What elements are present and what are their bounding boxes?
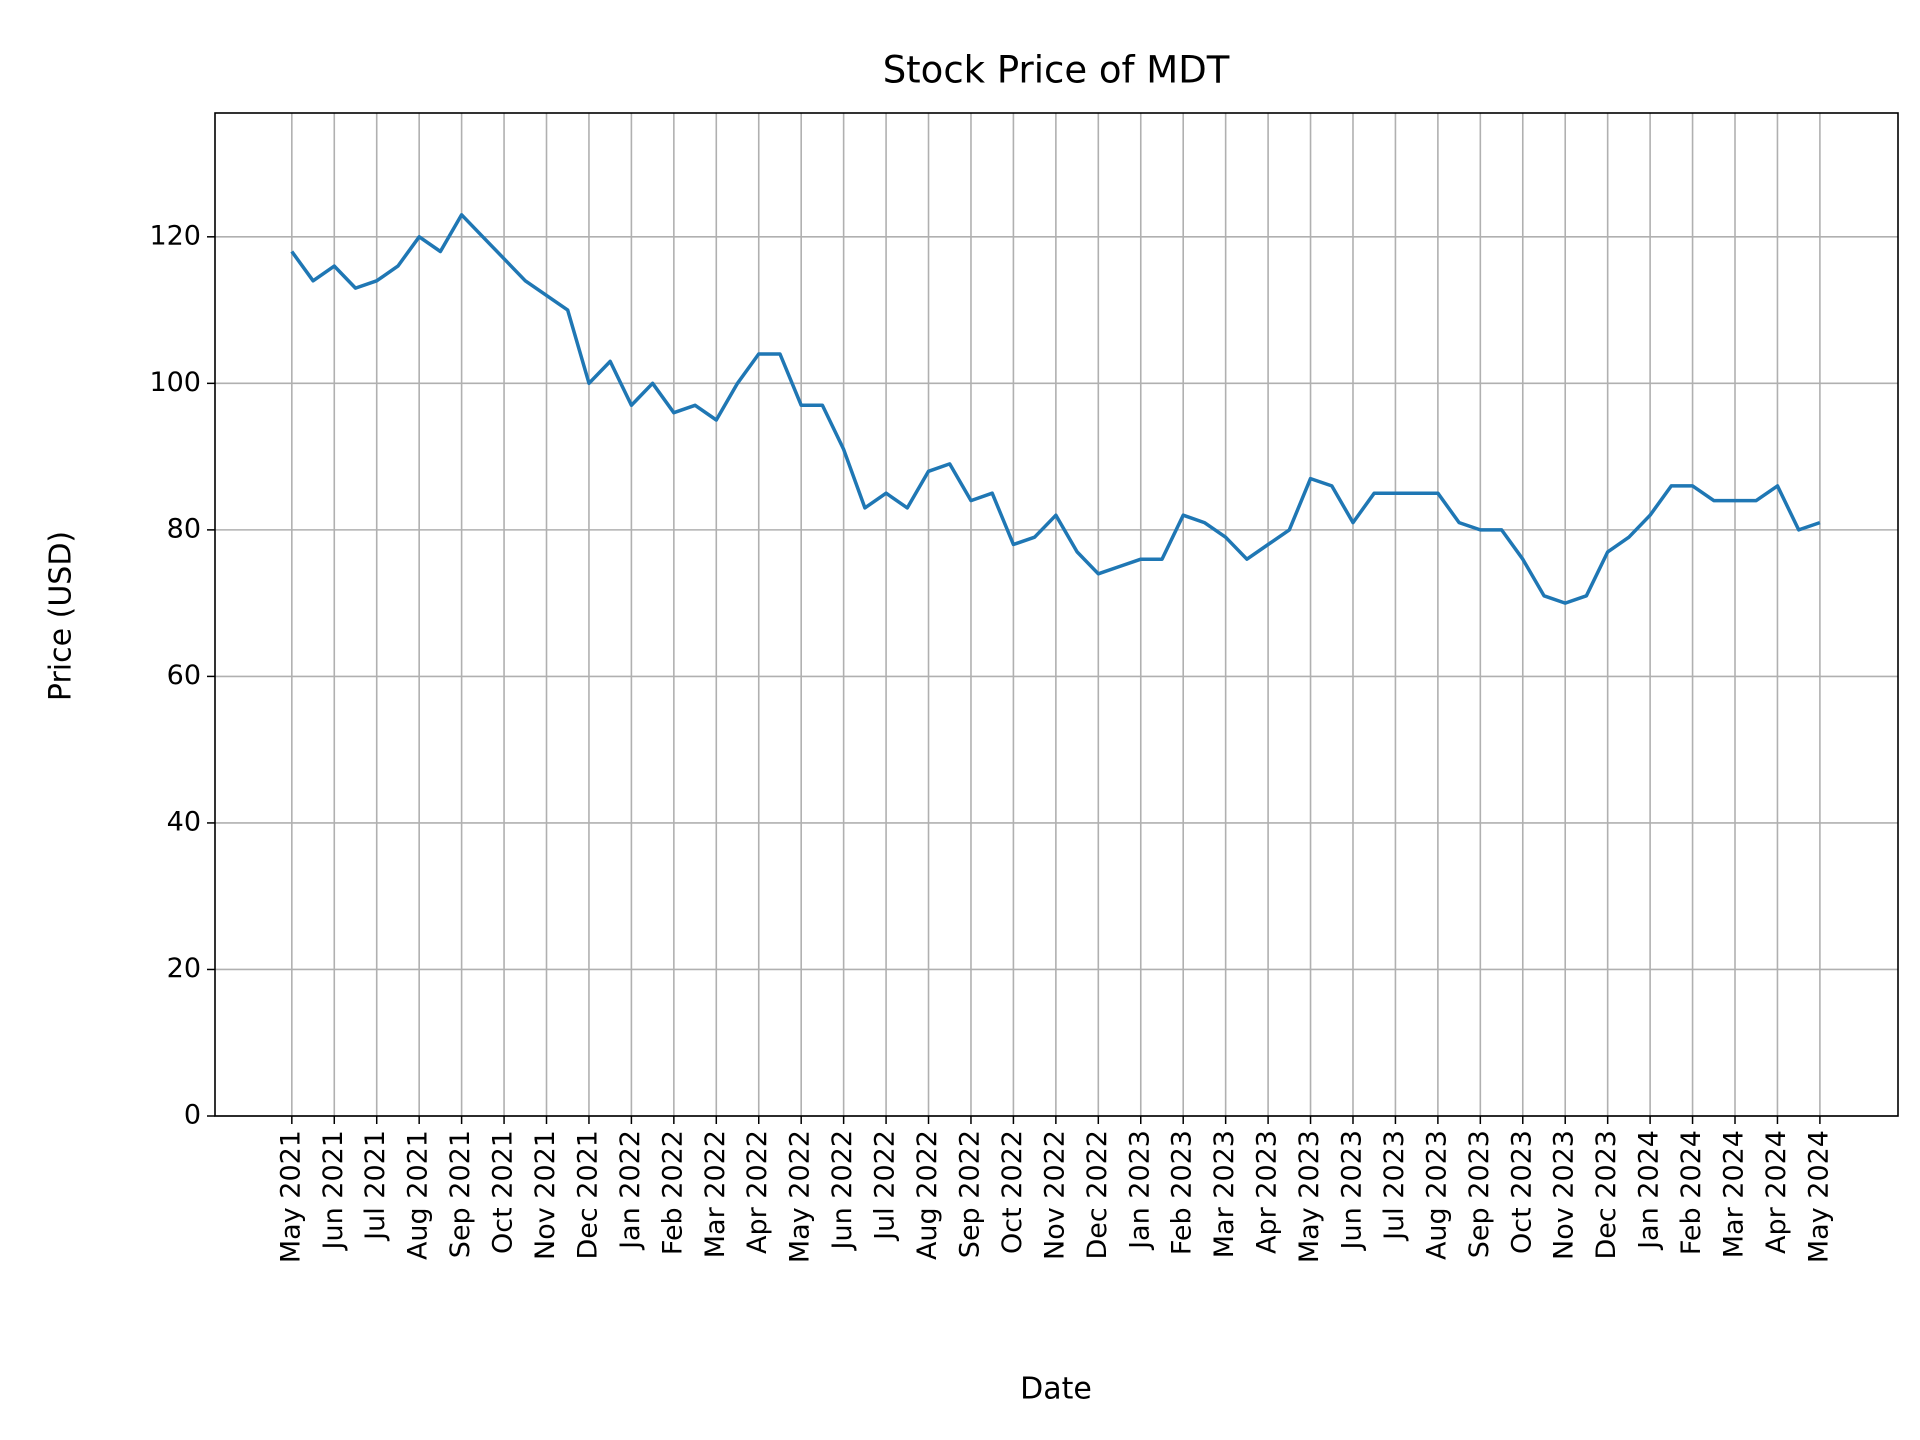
y-tick-label: 100 bbox=[149, 367, 201, 398]
x-tick-label: Sep 2022 bbox=[954, 1130, 985, 1258]
x-tick-label: Jan 2023 bbox=[1124, 1130, 1155, 1251]
x-tick-label: Oct 2022 bbox=[997, 1130, 1028, 1254]
x-tick-label: Dec 2021 bbox=[572, 1130, 603, 1260]
x-tick-label: Feb 2023 bbox=[1167, 1130, 1198, 1255]
y-tick-label: 60 bbox=[167, 660, 201, 691]
y-tick-label: 40 bbox=[167, 806, 201, 837]
x-tick-label: Jun 2022 bbox=[827, 1130, 858, 1251]
x-tick-label: Dec 2023 bbox=[1591, 1130, 1622, 1260]
chart-title: Stock Price of MDT bbox=[883, 49, 1230, 92]
x-tick-label: Nov 2023 bbox=[1549, 1130, 1580, 1260]
x-tick-label: Mar 2024 bbox=[1719, 1130, 1750, 1258]
x-tick-label: Apr 2024 bbox=[1761, 1130, 1792, 1254]
x-tick-label: Jan 2022 bbox=[615, 1130, 646, 1251]
x-tick-label: Jul 2021 bbox=[360, 1130, 391, 1242]
x-tick-label: Aug 2022 bbox=[912, 1130, 943, 1260]
y-axis-label: Price (USD) bbox=[44, 531, 79, 701]
x-tick-label: Nov 2022 bbox=[1039, 1130, 1070, 1260]
x-tick-label: Oct 2023 bbox=[1506, 1130, 1537, 1254]
x-tick-label: Apr 2022 bbox=[742, 1130, 773, 1254]
x-tick-label: Sep 2021 bbox=[445, 1130, 476, 1258]
x-tick-label: Jan 2024 bbox=[1634, 1130, 1665, 1251]
plot-frame bbox=[214, 112, 1899, 1117]
x-tick-label: Dec 2022 bbox=[1082, 1130, 1113, 1260]
price-line bbox=[290, 213, 1821, 605]
y-tick-label: 80 bbox=[167, 513, 201, 544]
x-tick-label: Apr 2023 bbox=[1252, 1130, 1283, 1254]
y-tick-label: 20 bbox=[167, 953, 201, 984]
x-tick-label: Feb 2024 bbox=[1676, 1130, 1707, 1255]
y-tick-label: 0 bbox=[184, 1100, 201, 1131]
x-tick-label: Oct 2021 bbox=[488, 1130, 519, 1254]
x-tick-label: Feb 2022 bbox=[657, 1130, 688, 1255]
x-tick-label: May 2024 bbox=[1803, 1130, 1834, 1263]
x-tick-label: Mar 2023 bbox=[1209, 1130, 1240, 1258]
x-tick-label: Jun 2023 bbox=[1336, 1130, 1367, 1251]
x-tick-label: Aug 2023 bbox=[1421, 1130, 1452, 1260]
x-tick-label: Sep 2023 bbox=[1464, 1130, 1495, 1258]
x-tick-label: Nov 2021 bbox=[530, 1130, 561, 1260]
x-tick-label: Jul 2023 bbox=[1379, 1130, 1410, 1242]
x-tick-label: May 2023 bbox=[1294, 1130, 1325, 1263]
x-tick-label: Aug 2021 bbox=[403, 1130, 434, 1260]
x-tick-label: Jun 2021 bbox=[318, 1130, 349, 1251]
y-tick-label: 120 bbox=[149, 220, 201, 251]
x-tick-label: May 2022 bbox=[785, 1130, 816, 1263]
x-tick-label: May 2021 bbox=[275, 1130, 306, 1263]
x-tick-label: Jul 2022 bbox=[870, 1130, 901, 1242]
x-tick-label: Mar 2022 bbox=[700, 1130, 731, 1258]
x-axis-label: Date bbox=[1020, 1372, 1092, 1407]
